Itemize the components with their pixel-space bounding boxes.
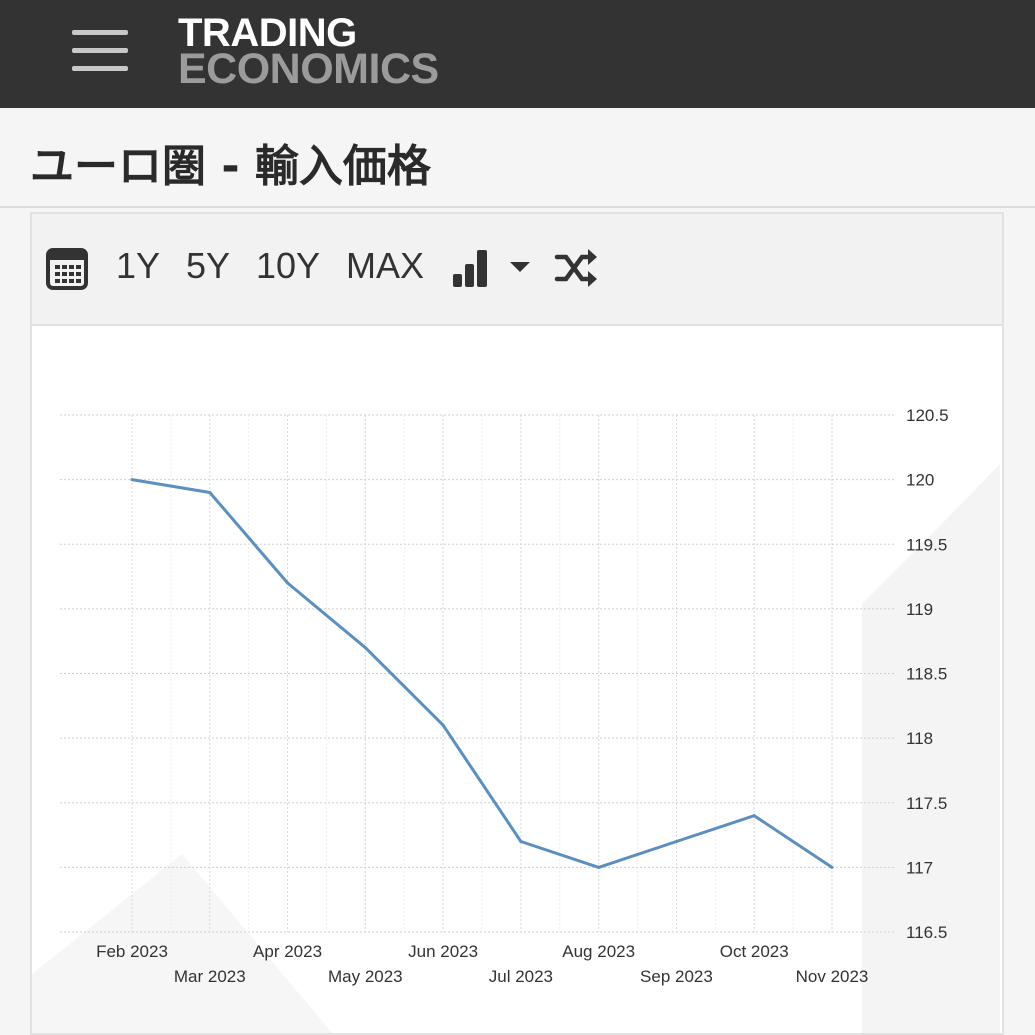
data-point (441, 723, 445, 727)
chevron-down-icon[interactable] (508, 260, 532, 274)
watermark-shape (862, 464, 1000, 1033)
hamburger-menu-icon[interactable] (68, 26, 132, 76)
data-point (286, 581, 290, 585)
data-point (519, 840, 523, 844)
data-point (830, 865, 834, 869)
series-lines (130, 478, 834, 869)
watermark-chevrons (32, 464, 1000, 1033)
x-tick-label: Aug 2023 (562, 942, 635, 961)
x-tick-label: Feb 2023 (96, 942, 168, 961)
x-tick-label: Jul 2023 (489, 967, 553, 986)
data-point (130, 478, 134, 482)
chart-grid (60, 414, 894, 933)
site-logo[interactable]: TRADING ECONOMICS (178, 11, 439, 93)
series-line (131, 478, 833, 869)
x-tick-label: Nov 2023 (796, 967, 869, 986)
chart-card: 1Y 5Y 10Y MAX 120.5 120 119.5 119 118.5 118 11… (30, 212, 1004, 1035)
y-tick-label: 118 (906, 729, 933, 748)
range-1y-button[interactable]: 1Y (116, 245, 161, 286)
data-point (674, 840, 678, 844)
x-axis-ticks: Feb 2023 Mar 2023 Apr 2023 May 2023 Jun 2023… (96, 942, 868, 986)
x-tick-label: Jun 2023 (408, 942, 478, 961)
range-10y-button[interactable]: 10Y (256, 245, 321, 286)
bar-chart-icon[interactable] (452, 248, 490, 288)
y-tick-label: 120 (906, 471, 934, 490)
y-tick-label: 120.5 (906, 406, 949, 425)
x-tick-label: May 2023 (328, 967, 403, 986)
calendar-icon[interactable] (46, 246, 88, 290)
y-tick-label: 119.5 (906, 535, 947, 554)
logo-line-1: TRADING (178, 11, 357, 55)
y-tick-label: 119 (906, 600, 933, 619)
range-5y-button[interactable]: 5Y (186, 245, 231, 286)
line-chart: 120.5 120 119.5 119 118.5 118 117.5 117 116.5 Fe… (32, 406, 1000, 1033)
chart-toolbar: 1Y 5Y 10Y MAX (32, 214, 1002, 326)
x-tick-label: Apr 2023 (253, 942, 322, 961)
page-title: ユーロ圏 - 輸入価格 (30, 141, 431, 192)
top-navbar: TRADING ECONOMICS (0, 0, 1035, 108)
data-point (363, 646, 367, 650)
y-tick-label: 117 (906, 858, 933, 877)
x-tick-label: Mar 2023 (174, 967, 246, 986)
y-tick-label: 118.5 (906, 665, 947, 684)
y-tick-label: 116.5 (906, 923, 947, 942)
x-tick-label: Sep 2023 (640, 967, 713, 986)
y-axis-ticks: 120.5 120 119.5 119 118.5 118 117.5 117 116.5 (906, 406, 949, 942)
shuffle-icon[interactable] (554, 248, 598, 288)
data-point (597, 865, 601, 869)
x-tick-label: Oct 2023 (720, 942, 789, 961)
logo-line-2: ECONOMICS (178, 45, 439, 93)
watermark-shape (32, 854, 332, 1033)
title-bar: ユーロ圏 - 輸入価格 (0, 108, 1035, 208)
data-point (208, 491, 212, 495)
data-point (752, 814, 756, 818)
range-max-button[interactable]: MAX (346, 245, 425, 286)
y-tick-label: 117.5 (906, 794, 947, 813)
